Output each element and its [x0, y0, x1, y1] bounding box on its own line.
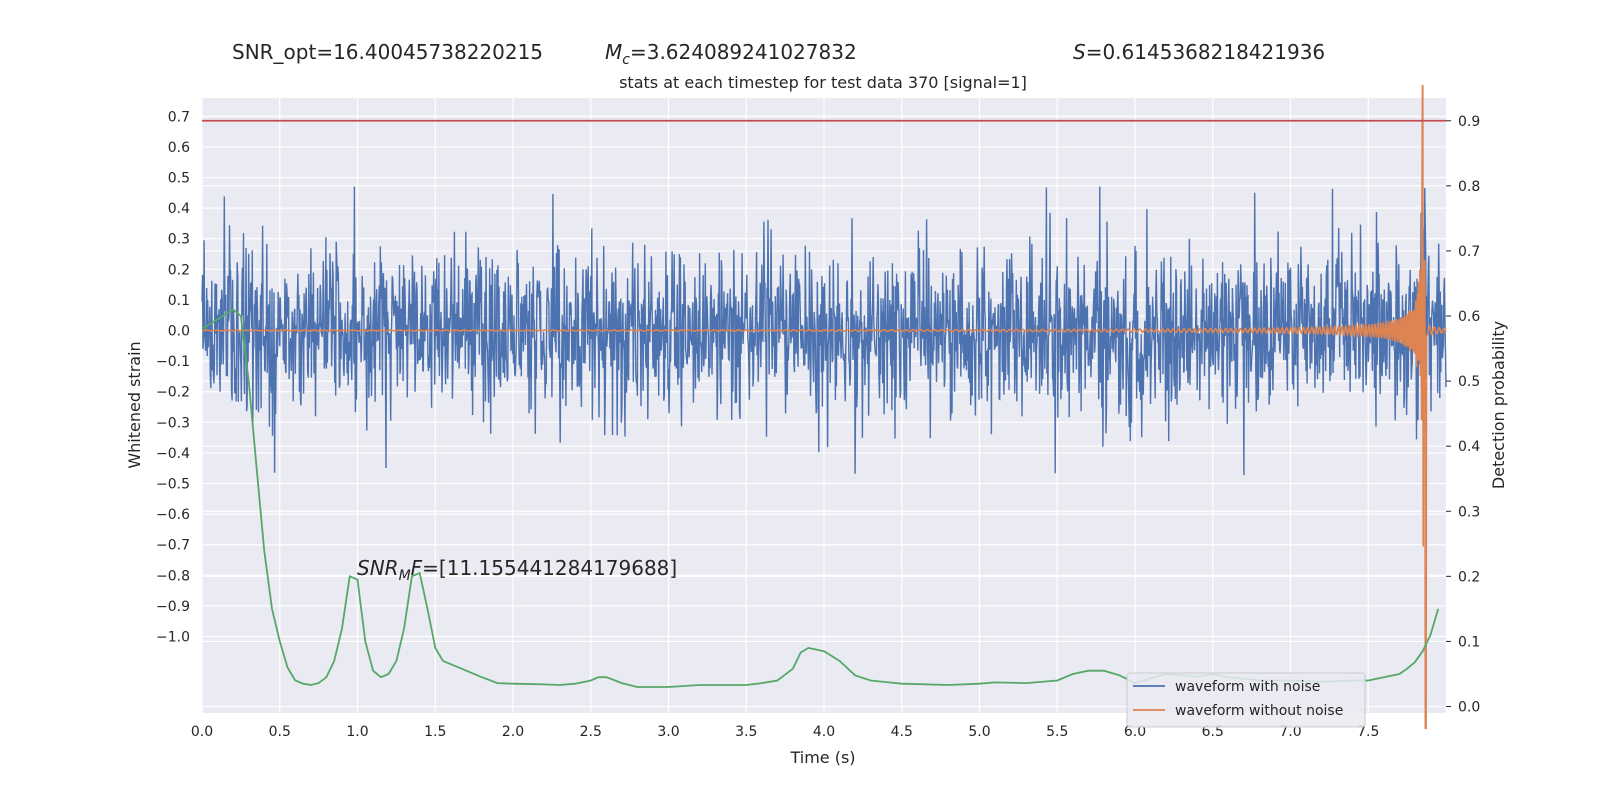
x-tick-label: 1.0 [346, 724, 368, 740]
x-tick-label: 7.0 [1279, 724, 1301, 740]
clean-waveform-line [202, 85, 1447, 730]
y-tick-label-left: 0.1 [168, 293, 190, 309]
x-tick-label: 3.0 [657, 724, 679, 740]
y-tick-label-right: 0.8 [1458, 179, 1480, 195]
legend-label-noise: waveform with noise [1175, 679, 1320, 695]
x-tick-label: 7.5 [1357, 724, 1379, 740]
y-tick-label-left: 0.2 [168, 262, 190, 278]
y-axis-label-right: Detection probability [1489, 321, 1508, 489]
y-tick-label-left: 0.6 [168, 140, 190, 156]
snr-mf-annotation: SNRMF=[11.155441284179688] [357, 556, 677, 584]
x-tick-label: 2.0 [502, 724, 524, 740]
y-tick-label-left: 0.5 [168, 171, 190, 187]
x-tick-label: 4.0 [813, 724, 835, 740]
chart-title: stats at each timestep for test data 370… [619, 73, 1027, 92]
x-tick-label: 3.5 [735, 724, 757, 740]
x-axis-label: Time (s) [789, 748, 855, 767]
y-tick-label-right: 0.6 [1458, 309, 1480, 325]
x-tick-label: 6.5 [1202, 724, 1224, 740]
y-tick-label-right: 0.1 [1458, 634, 1480, 650]
x-ticks: 0.0 0.5 1.0 1.5 2.0 2.5 3.0 3.5 4.0 4.5 5.0 5.5 6.0 6… [191, 724, 1380, 740]
y-tick-label-right: 0.5 [1458, 374, 1480, 390]
legend-label-signal: waveform without noise [1175, 703, 1343, 719]
y-tick-label-left: −0.7 [156, 538, 190, 554]
y-tick-label-left: −0.6 [156, 507, 190, 523]
y-ticks-right: 0.9 0.8 0.7 0.6 0.5 0.4 0.3 0.2 0.1 0.0 [1446, 114, 1480, 715]
y-tick-label-left: 0.4 [168, 201, 190, 217]
y-tick-label-right: 0.4 [1458, 439, 1480, 455]
x-tick-label: 6.0 [1124, 724, 1146, 740]
x-tick-label: 4.5 [891, 724, 913, 740]
y-tick-label-right: 0.7 [1458, 244, 1480, 260]
x-tick-label: 5.0 [968, 724, 990, 740]
y-tick-label-right: 0.9 [1458, 114, 1480, 130]
y-tick-label-left: −0.2 [156, 385, 190, 401]
series-waveform-with-noise [201, 179, 1447, 476]
y-tick-label-left: −0.3 [156, 415, 190, 431]
y-tick-label-left: 0.7 [168, 109, 190, 125]
x-tick-label: 2.5 [580, 724, 602, 740]
y-tick-label-left: −0.4 [156, 446, 190, 462]
y-axis-label-left: Whitened strain [125, 341, 144, 468]
legend: waveform with noise waveform without noi… [1126, 672, 1366, 728]
y-tick-label-left: −1.0 [156, 630, 190, 646]
x-tick-label: 0.5 [269, 724, 291, 740]
x-tick-label: 5.5 [1046, 724, 1068, 740]
y-tick-label-left: 0.0 [168, 324, 190, 340]
series-waveform-without-noise [202, 85, 1447, 730]
y-tick-label-left: −0.8 [156, 568, 190, 584]
snr-opt-text: SNR_opt=16.40045738220215 [232, 40, 543, 64]
x-tick-label: 0.0 [191, 724, 213, 740]
x-tick-label: 1.5 [424, 724, 446, 740]
y-tick-label-left: −0.5 [156, 477, 190, 493]
y-tick-label-right: 0.0 [1458, 699, 1480, 715]
s-value-text: S=0.6145368218421936 [1073, 40, 1325, 64]
y-tick-label-right: 0.2 [1458, 569, 1480, 585]
y-tick-label-right: 0.3 [1458, 504, 1480, 520]
y-tick-label-left: −0.9 [156, 599, 190, 615]
noise-waveform-line [201, 179, 1447, 476]
chirp-mass-text: Mc=3.624089241027832 [605, 40, 857, 68]
y-tick-label-left: −0.1 [156, 354, 190, 370]
y-ticks-left: 0.7 0.6 0.5 0.4 0.3 0.2 0.1 0.0 −0.1 −0.2 −0.3 −0.4… [156, 109, 190, 645]
legend-box [1126, 672, 1366, 728]
y-tick-label-left: 0.3 [168, 232, 190, 248]
